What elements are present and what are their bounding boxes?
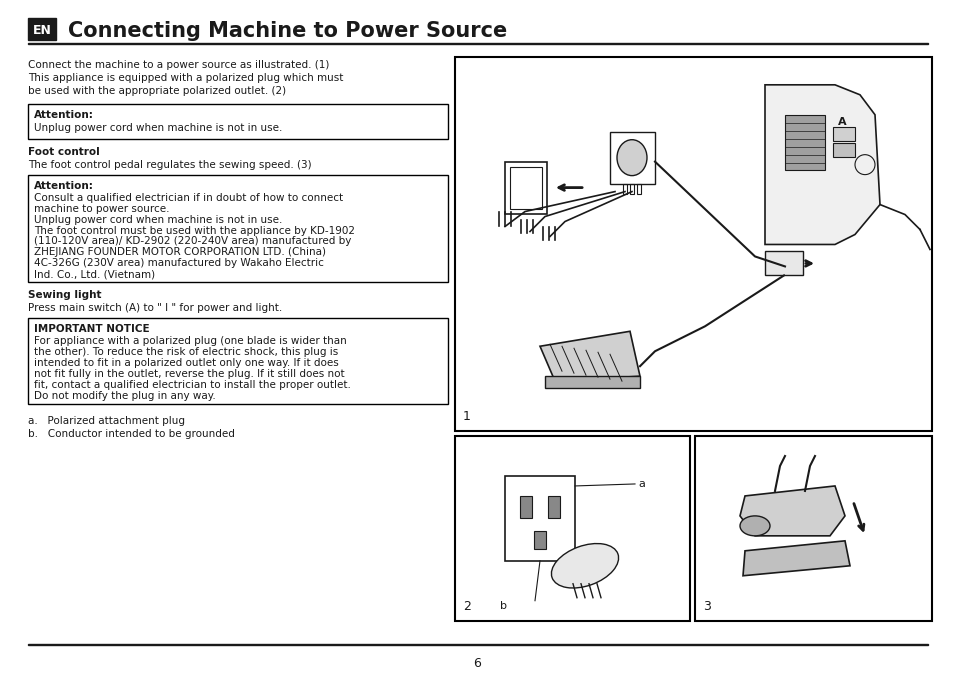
Text: Sewing light: Sewing light <box>28 290 101 300</box>
Text: ZHEJIANG FOUNDER MOTOR CORPORATION LTD. (China): ZHEJIANG FOUNDER MOTOR CORPORATION LTD. … <box>34 248 326 258</box>
Text: 3: 3 <box>702 600 710 612</box>
Text: 2: 2 <box>462 600 471 612</box>
Text: This appliance is equipped with a polarized plug which must: This appliance is equipped with a polari… <box>28 73 343 83</box>
Text: Connect the machine to a power source as illustrated. (1): Connect the machine to a power source as… <box>28 60 329 70</box>
Ellipse shape <box>551 544 618 588</box>
Polygon shape <box>764 85 879 244</box>
Text: b.   Conductor intended to be grounded: b. Conductor intended to be grounded <box>28 429 234 439</box>
Text: A: A <box>837 116 845 127</box>
Text: the other). To reduce the risk of electric shock, this plug is: the other). To reduce the risk of electr… <box>34 347 338 357</box>
Bar <box>28 43 927 44</box>
Bar <box>28 18 56 40</box>
Ellipse shape <box>617 140 646 176</box>
Text: not fit fully in the outlet, reverse the plug. If it still does not: not fit fully in the outlet, reverse the… <box>34 369 344 379</box>
Bar <box>609 132 655 184</box>
Bar <box>510 167 541 209</box>
Text: 4C-326G (230V area) manufactured by Wakaho Electric: 4C-326G (230V area) manufactured by Waka… <box>34 258 323 269</box>
Text: Foot control: Foot control <box>28 147 100 157</box>
Bar <box>455 436 689 621</box>
Ellipse shape <box>740 516 769 536</box>
Bar <box>629 184 634 194</box>
Bar <box>28 643 927 645</box>
Polygon shape <box>539 331 639 381</box>
Bar <box>504 476 575 561</box>
Bar <box>519 496 532 518</box>
Text: intended to fit in a polarized outlet only one way. If it does: intended to fit in a polarized outlet on… <box>34 358 338 368</box>
Bar <box>534 531 545 548</box>
Bar <box>455 57 931 431</box>
Text: machine to power source.: machine to power source. <box>34 203 170 213</box>
Text: be used with the appropriate polarized outlet. (2): be used with the appropriate polarized o… <box>28 86 286 96</box>
Text: Unplug power cord when machine is not in use.: Unplug power cord when machine is not in… <box>34 122 282 133</box>
Bar <box>764 252 802 275</box>
Text: Ind. Co., Ltd. (Vietnam): Ind. Co., Ltd. (Vietnam) <box>34 269 155 279</box>
Bar <box>544 376 639 388</box>
Bar <box>622 184 626 194</box>
Bar <box>547 496 559 518</box>
Bar <box>504 162 546 213</box>
Bar <box>832 143 854 157</box>
Bar <box>832 127 854 141</box>
Text: Unplug power cord when machine is not in use.: Unplug power cord when machine is not in… <box>34 215 282 225</box>
Polygon shape <box>742 541 849 576</box>
Bar <box>695 436 931 621</box>
Bar <box>28 104 448 139</box>
Text: (110-120V area)/ KD-2902 (220-240V area) manufactured by: (110-120V area)/ KD-2902 (220-240V area)… <box>34 236 351 246</box>
Text: EN: EN <box>32 24 51 38</box>
Bar <box>28 318 448 404</box>
Text: b: b <box>499 601 506 610</box>
Bar <box>784 115 824 170</box>
Polygon shape <box>740 486 844 536</box>
Text: Press main switch (A) to " I " for power and light.: Press main switch (A) to " I " for power… <box>28 304 282 314</box>
Text: a.   Polarized attachment plug: a. Polarized attachment plug <box>28 416 185 426</box>
Text: 1: 1 <box>462 410 471 423</box>
Text: Attention:: Attention: <box>34 110 93 120</box>
Text: The foot control must be used with the appliance by KD-1902: The foot control must be used with the a… <box>34 225 355 236</box>
Text: fit, contact a qualified electrician to install the proper outlet.: fit, contact a qualified electrician to … <box>34 380 351 390</box>
Text: a: a <box>638 479 644 489</box>
Text: Attention:: Attention: <box>34 180 93 190</box>
Text: The foot control pedal regulates the sewing speed. (3): The foot control pedal regulates the sew… <box>28 160 312 170</box>
Bar <box>637 184 640 194</box>
Text: Connecting Machine to Power Source: Connecting Machine to Power Source <box>68 21 507 41</box>
Bar <box>28 174 448 283</box>
Text: 6: 6 <box>473 657 480 670</box>
Text: Do not modify the plug in any way.: Do not modify the plug in any way. <box>34 391 215 401</box>
Text: For appliance with a polarized plug (one blade is wider than: For appliance with a polarized plug (one… <box>34 336 346 347</box>
Text: IMPORTANT NOTICE: IMPORTANT NOTICE <box>34 324 150 334</box>
Text: Consult a qualified electrician if in doubt of how to connect: Consult a qualified electrician if in do… <box>34 192 343 203</box>
